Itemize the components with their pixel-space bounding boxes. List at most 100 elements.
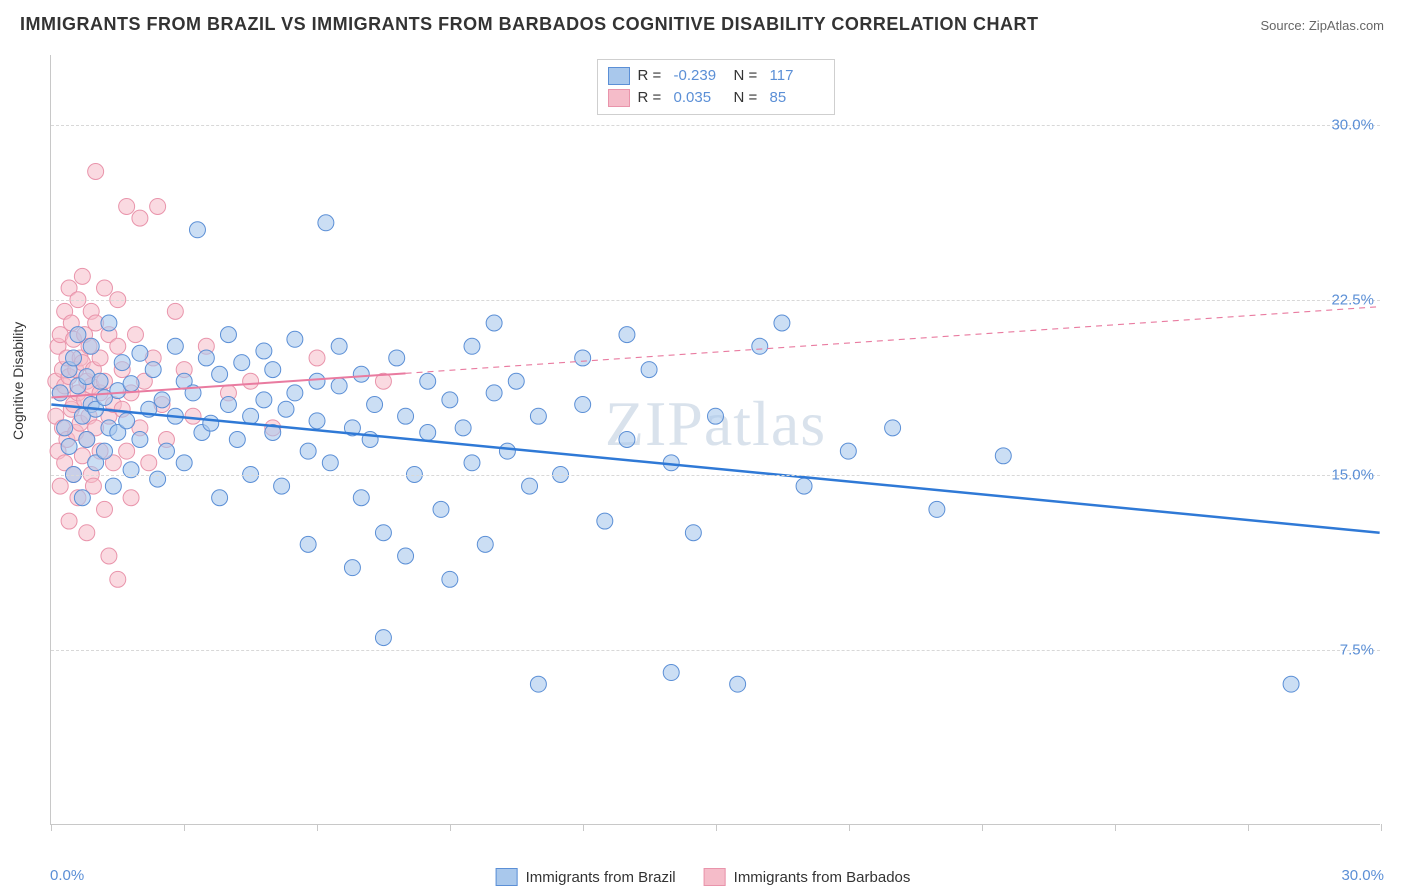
legend-item-brazil: Immigrants from Brazil: [496, 868, 676, 886]
x-tick: [51, 824, 52, 831]
scatter-point: [353, 490, 369, 506]
scatter-point: [309, 413, 325, 429]
r-value-brazil: -0.239: [674, 65, 726, 87]
x-tick: [583, 824, 584, 831]
n-value-barbados: 85: [770, 87, 822, 109]
scatter-point: [300, 536, 316, 552]
scatter-point: [167, 303, 183, 319]
scatter-point: [464, 455, 480, 471]
scatter-point: [344, 560, 360, 576]
scatter-point: [57, 420, 73, 436]
scatter-point: [145, 362, 161, 378]
scatter-point: [234, 355, 250, 371]
scatter-point: [203, 415, 219, 431]
r-value-barbados: 0.035: [674, 87, 726, 109]
y-tick-label: 22.5%: [1331, 292, 1374, 309]
scatter-point: [150, 198, 166, 214]
scatter-point: [83, 338, 99, 354]
x-tick: [184, 824, 185, 831]
regression-line-extrapolated: [406, 307, 1380, 374]
scatter-point: [442, 392, 458, 408]
scatter-point: [840, 443, 856, 459]
swatch-brazil: [496, 868, 518, 886]
legend-row-brazil: R = -0.239 N = 117: [608, 65, 822, 87]
scatter-point: [132, 432, 148, 448]
scatter-point: [220, 397, 236, 413]
y-axis-label: Cognitive Disability: [10, 322, 26, 440]
scatter-point: [119, 198, 135, 214]
scatter-point: [92, 373, 108, 389]
scatter-point: [256, 343, 272, 359]
scatter-point: [88, 164, 104, 180]
scatter-point: [119, 413, 135, 429]
scatter-point: [575, 397, 591, 413]
scatter-point: [74, 490, 90, 506]
scatter-point: [243, 373, 259, 389]
scatter-point: [101, 548, 117, 564]
scatter-point: [353, 366, 369, 382]
scatter-point: [331, 338, 347, 354]
scatter-point: [420, 373, 436, 389]
scatter-point: [105, 478, 121, 494]
scatter-point: [486, 385, 502, 401]
scatter-point: [198, 350, 214, 366]
scatter-point: [375, 525, 391, 541]
scatter-point: [212, 366, 228, 382]
gridline-h: [51, 300, 1380, 301]
chart-svg: [51, 55, 1380, 824]
scatter-point: [575, 350, 591, 366]
scatter-point: [619, 327, 635, 343]
x-tick: [1248, 824, 1249, 831]
swatch-barbados: [704, 868, 726, 886]
scatter-point: [318, 215, 334, 231]
x-tick: [1381, 824, 1382, 831]
scatter-point: [367, 397, 383, 413]
scatter-point: [433, 501, 449, 517]
x-axis-min-label: 0.0%: [50, 867, 84, 884]
scatter-point: [79, 525, 95, 541]
scatter-point: [119, 443, 135, 459]
scatter-point: [464, 338, 480, 354]
scatter-point: [110, 338, 126, 354]
scatter-point: [641, 362, 657, 378]
y-tick-label: 30.0%: [1331, 117, 1374, 134]
scatter-point: [309, 373, 325, 389]
scatter-point: [287, 385, 303, 401]
scatter-point: [389, 350, 405, 366]
scatter-point: [752, 338, 768, 354]
x-tick: [849, 824, 850, 831]
scatter-point: [61, 513, 77, 529]
scatter-point: [256, 392, 272, 408]
scatter-point: [176, 455, 192, 471]
scatter-point: [322, 455, 338, 471]
scatter-point: [189, 222, 205, 238]
scatter-point: [597, 513, 613, 529]
scatter-point: [995, 448, 1011, 464]
scatter-point: [885, 420, 901, 436]
scatter-point: [774, 315, 790, 331]
scatter-point: [486, 315, 502, 331]
scatter-point: [685, 525, 701, 541]
swatch-barbados: [608, 89, 630, 107]
scatter-point: [442, 571, 458, 587]
scatter-point: [287, 331, 303, 347]
scatter-point: [97, 280, 113, 296]
correlation-legend: R = -0.239 N = 117 R = 0.035 N = 85: [597, 59, 835, 115]
gridline-h: [51, 475, 1380, 476]
scatter-point: [123, 490, 139, 506]
legend-row-barbados: R = 0.035 N = 85: [608, 87, 822, 109]
scatter-point: [508, 373, 524, 389]
gridline-h: [51, 125, 1380, 126]
scatter-point: [185, 408, 201, 424]
scatter-point: [110, 571, 126, 587]
scatter-point: [220, 327, 236, 343]
scatter-point: [167, 338, 183, 354]
scatter-point: [398, 408, 414, 424]
scatter-point: [132, 345, 148, 361]
scatter-point: [530, 408, 546, 424]
scatter-point: [66, 350, 82, 366]
r-label: R =: [638, 87, 666, 109]
scatter-point: [1283, 676, 1299, 692]
scatter-point: [229, 432, 245, 448]
x-tick: [716, 824, 717, 831]
